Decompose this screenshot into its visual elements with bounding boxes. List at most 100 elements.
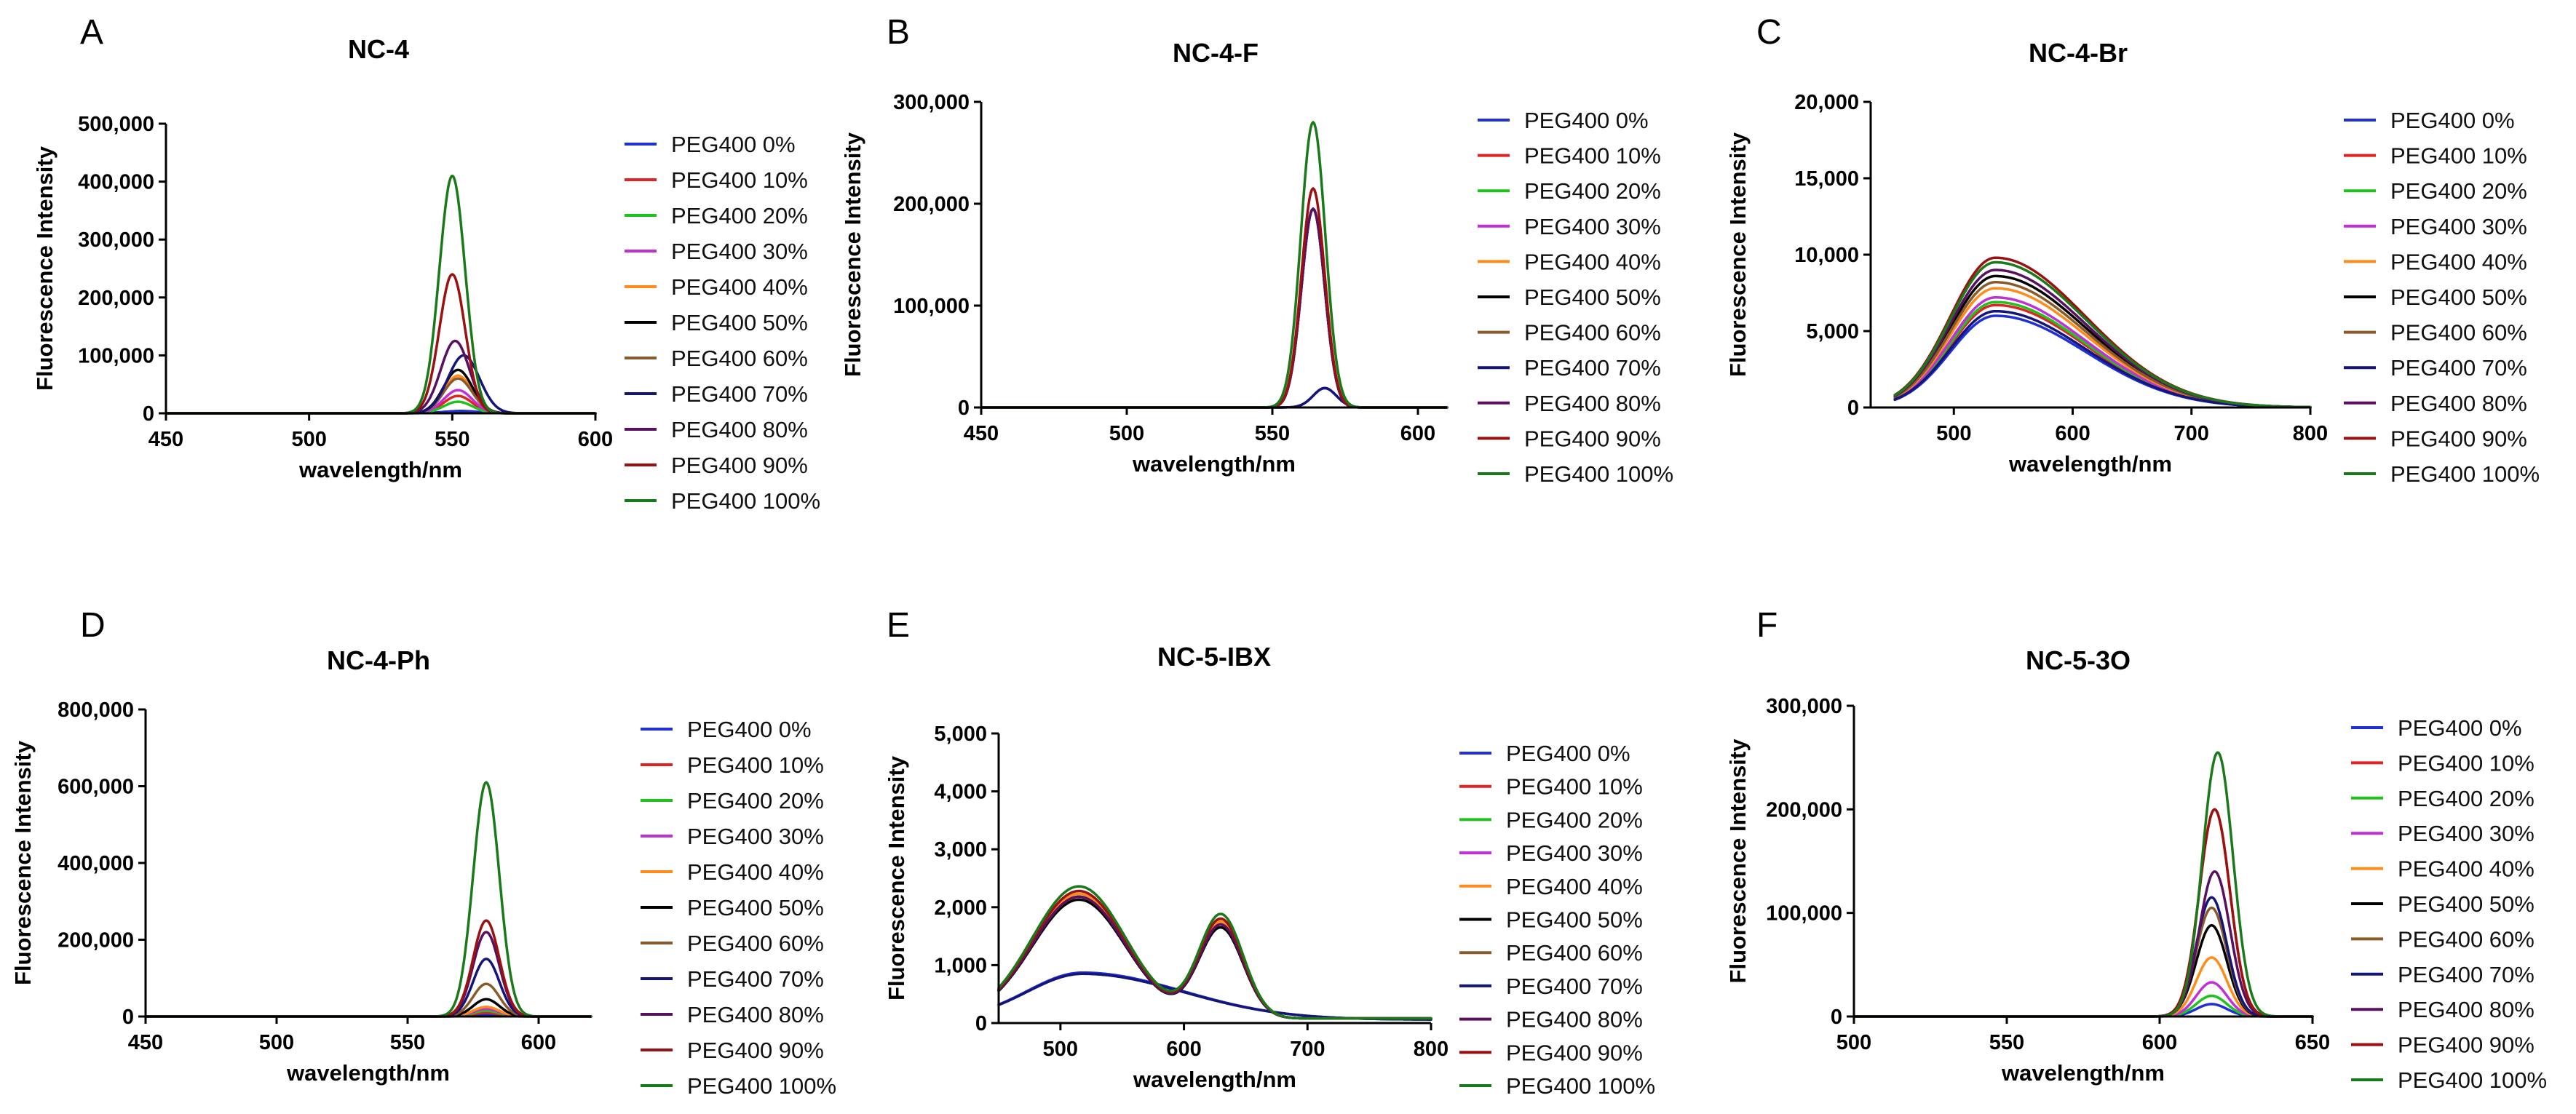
panel-a: A NC-4 0 100,000 200,000 300,000 400,000 500,00… <box>32 13 820 514</box>
series-line-40030pct <box>980 207 1448 409</box>
y-axis-label: Fluorescence Intensity <box>1725 739 1751 984</box>
panel-letter: B <box>887 13 910 52</box>
series-line-40030pct <box>165 389 597 415</box>
y-axis-label: Fluorescence Intensity <box>1725 132 1751 377</box>
panel-c: C NC-4-Br 0 5,000 10,000 15,000 20,000 500 600 70… <box>1725 13 2540 487</box>
y-tick-label: 0 <box>1831 1006 1842 1029</box>
legend-entry: PEG400 20% <box>1524 178 1661 204</box>
x-tick-label: 800 <box>1414 1038 1448 1061</box>
y-axis-label: Fluorescence Intensity <box>884 755 909 1000</box>
legend-entry: PEG400 70% <box>671 381 808 407</box>
x-tick-label: 550 <box>390 1031 425 1054</box>
legend-entry: PEG400 10% <box>671 167 808 193</box>
legend-entry: PEG400 20% <box>1506 807 1643 832</box>
series-line-40060pct <box>165 377 597 415</box>
x-tick-label: 600 <box>2055 422 2090 445</box>
plot-area <box>1852 751 2314 1018</box>
series-line-40070pct <box>144 958 593 1018</box>
legend-entry: PEG400 90% <box>1524 426 1661 451</box>
chart-title: NC-4-Ph <box>327 645 430 675</box>
series-line-40020pct <box>165 400 597 415</box>
x-tick-label: 500 <box>259 1031 294 1054</box>
x-tick-label: 500 <box>1043 1038 1078 1061</box>
series-line-40080pct <box>1852 870 2314 1018</box>
y-tick-label: 0 <box>958 397 970 420</box>
legend-entry: PEG400 100% <box>1506 1073 1655 1099</box>
y-tick-label: 100,000 <box>78 344 154 367</box>
legend-entry: PEG400 60% <box>671 346 808 371</box>
legend-entry: PEG400 40% <box>2398 856 2535 882</box>
legend-entry: PEG400 30% <box>1506 840 1643 866</box>
y-axis-label: Fluorescence Intensity <box>10 740 36 985</box>
series-line-400100pct <box>1893 260 2312 409</box>
legend-entry: PEG400 80% <box>687 1002 824 1027</box>
legend-entry: PEG400 40% <box>671 274 808 300</box>
legend-entry: PEG400 20% <box>671 203 808 228</box>
legend-entry: PEG400 0% <box>1506 741 1630 766</box>
chart-title: NC-4-F <box>1173 38 1259 68</box>
legend: PEG400 0% PEG400 10% PEG400 20% PEG400 30% P… <box>641 717 836 1099</box>
x-tick-label: 600 <box>578 428 613 451</box>
chart-title: NC-4-Br <box>2029 38 2128 68</box>
series-line-40020pct <box>980 207 1448 409</box>
y-tick-label: 500,000 <box>78 113 154 136</box>
legend-entry: PEG400 90% <box>671 453 808 478</box>
legend-entry: PEG400 60% <box>1506 940 1643 966</box>
x-tick-label: 450 <box>148 428 183 451</box>
series-line-40060pct <box>980 207 1448 409</box>
legend-entry: PEG400 10% <box>2398 750 2535 776</box>
legend-entry: PEG400 100% <box>2398 1067 2547 1093</box>
series-line-40070pct <box>980 386 1448 409</box>
legend-entry: PEG400 30% <box>1524 214 1661 239</box>
y-tick-label: 300,000 <box>78 228 154 252</box>
x-tick-label: 550 <box>1989 1031 2024 1054</box>
legend: PEG400 0% PEG400 10% PEG400 20% PEG400 30% P… <box>1478 108 1673 487</box>
series-line-4000pct <box>997 971 1432 1021</box>
legend-entry: PEG400 0% <box>687 717 812 742</box>
series-line-40080pct <box>165 339 597 415</box>
series-line-40070pct <box>165 354 597 415</box>
y-tick-label: 800,000 <box>58 699 134 722</box>
panel-letter: F <box>1756 606 1778 645</box>
series-line-400100pct <box>980 121 1448 409</box>
legend-entry: PEG400 100% <box>2390 461 2540 487</box>
y-tick-label: 200,000 <box>78 287 154 310</box>
legend-entry: PEG400 10% <box>2390 143 2527 169</box>
series-line-40040pct <box>165 374 597 415</box>
legend-entry: PEG400 20% <box>687 788 824 813</box>
x-tick-label: 600 <box>2142 1031 2177 1054</box>
legend-entry: PEG400 60% <box>2390 320 2527 346</box>
legend-entry: PEG400 50% <box>1506 907 1643 933</box>
series-line-40010pct <box>165 394 597 415</box>
plot-area <box>1893 256 2312 409</box>
y-axis-label: Fluorescence Intensity <box>32 146 58 391</box>
series-line-400100pct <box>165 175 597 415</box>
y-tick-label: 0 <box>975 1012 987 1035</box>
plot-area <box>997 885 1432 1021</box>
legend-entry: PEG400 90% <box>2390 426 2527 451</box>
y-axis-label: Fluorescence Intensity <box>840 132 865 377</box>
y-tick-label: 600,000 <box>58 776 134 799</box>
x-tick-label: 450 <box>964 422 999 445</box>
legend: PEG400 0% PEG400 10% PEG400 20% PEG400 30% P… <box>2351 715 2547 1093</box>
x-tick-label: 500 <box>1109 422 1144 445</box>
y-tick-label: 20,000 <box>1794 91 1859 114</box>
series-line-40050pct <box>165 368 597 415</box>
panel-b: B NC-4-F 0 100,000 200,000 300,000 450 500 550 60… <box>840 13 1673 487</box>
y-tick-label: 300,000 <box>1766 695 1842 718</box>
y-tick-label: 200,000 <box>893 193 970 216</box>
legend-entry: PEG400 40% <box>687 859 824 885</box>
chart-title: NC-5-3O <box>2026 645 2131 675</box>
legend-entry: PEG400 50% <box>671 310 808 335</box>
y-tick-label: 4,000 <box>934 781 987 804</box>
x-tick-label: 800 <box>2293 422 2328 445</box>
plot-area <box>165 175 597 415</box>
legend-entry: PEG400 10% <box>1524 143 1661 169</box>
legend-entry: PEG400 30% <box>2390 214 2527 239</box>
x-axis-label: wavelength/nm <box>298 457 462 482</box>
legend-entry: PEG400 50% <box>2390 285 2527 310</box>
panel-f: F NC-5-3O 0 100,000 200,000 300,000 500 550 600 6… <box>1725 606 2547 1093</box>
legend-entry: PEG400 50% <box>1524 285 1661 310</box>
series-line-40040pct <box>980 207 1448 409</box>
x-tick-label: 600 <box>1166 1038 1201 1061</box>
